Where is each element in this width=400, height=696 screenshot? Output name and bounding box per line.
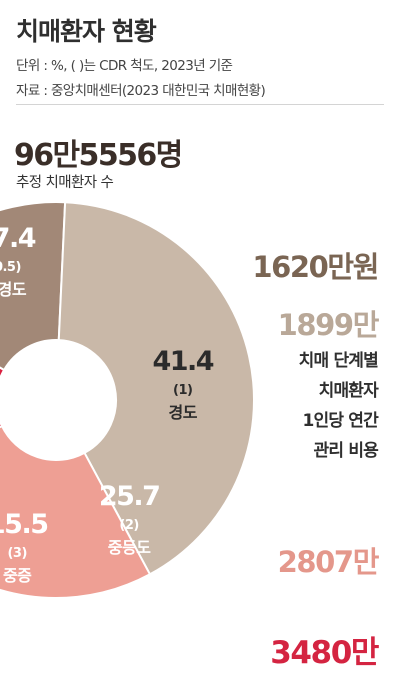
cost-description-line: 1인당 연간 [302, 411, 378, 431]
donut-slice-severe [0, 366, 6, 429]
slice-cdr: (3) [7, 546, 26, 561]
cost-mild: 1899만 [277, 308, 380, 342]
unit-note: 단위 : %, ( )는 CDR 척도, 2023년 기준 [16, 58, 233, 74]
cost-very-mild: 1620만원 [252, 250, 379, 284]
slice-value: 15.5 [0, 509, 47, 540]
total-patients-label: 추정 치매환자 수 [16, 175, 114, 191]
slice-label-severe: 15.5 (3) 중증 [0, 509, 49, 585]
slice-category: 중등도 [108, 538, 151, 557]
chart-title: 치매환자 현황 [16, 17, 157, 46]
slice-label-very-mild: 17.4 (0.5) 최경도 [0, 223, 37, 299]
cost-description-line: 관리 비용 [313, 441, 379, 461]
slice-value: 41.4 [152, 346, 213, 377]
slice-cdr: (1) [173, 383, 192, 398]
slice-label-mild: 41.4 (1) 경도 [152, 346, 215, 422]
cost-moderate: 2807만 [277, 545, 380, 579]
donut-slice-very-mild [0, 201, 67, 372]
slice-value: 25.7 [99, 481, 160, 512]
header-divider [16, 104, 384, 105]
cost-description-line: 치매 단계별 [298, 351, 379, 371]
slice-category: 최경도 [0, 280, 27, 299]
donut-slice-moderate [0, 424, 152, 599]
source-note: 자료 : 중앙치매센터(2023 대한민국 치매현황) [16, 83, 266, 99]
cost-description-line: 치매환자 [318, 381, 379, 401]
slice-category: 경도 [169, 403, 198, 422]
total-patients: 96만5556명 [14, 138, 183, 173]
cost-severe: 3480만 [270, 635, 379, 671]
donut-slice-mild [57, 201, 255, 576]
cost-description: 치매 단계별 치매환자 1인당 연간 관리 비용 [238, 346, 379, 466]
slice-value: 17.4 [0, 223, 36, 254]
slice-label-moderate: 25.7 (2) 중등도 [99, 481, 161, 557]
slice-cdr: (2) [119, 518, 138, 533]
slice-cdr: (0.5) [0, 260, 21, 275]
slice-category: 중증 [3, 566, 32, 585]
